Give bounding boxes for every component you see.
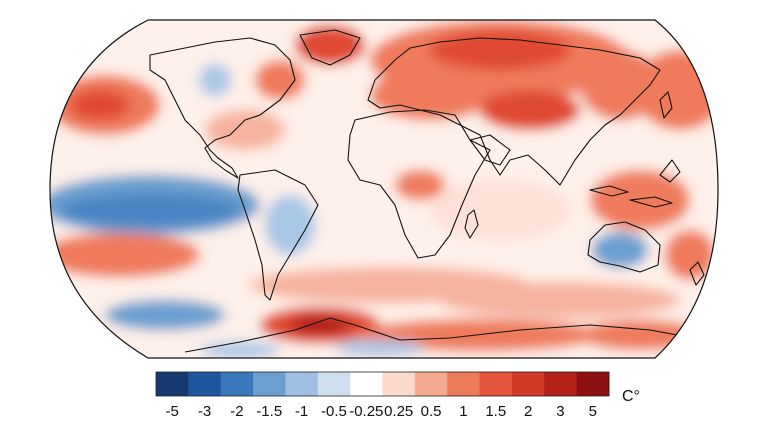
anomaly-field [50,20,718,358]
coastlines [149,29,706,353]
globe-outline [49,19,719,359]
